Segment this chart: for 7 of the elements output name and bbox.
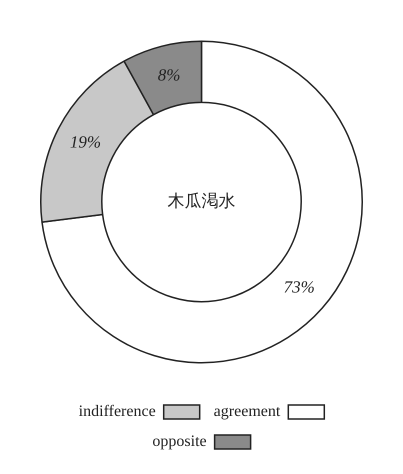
data-label: 19% — [70, 132, 102, 152]
data-label: 73% — [284, 278, 315, 297]
legend-label: indifference — [78, 403, 156, 420]
legend-label: agreement — [214, 403, 281, 420]
data-label: 8% — [158, 65, 180, 84]
legend-label: opposite — [152, 433, 207, 450]
text: 木瓜渇水 — [168, 191, 236, 212]
